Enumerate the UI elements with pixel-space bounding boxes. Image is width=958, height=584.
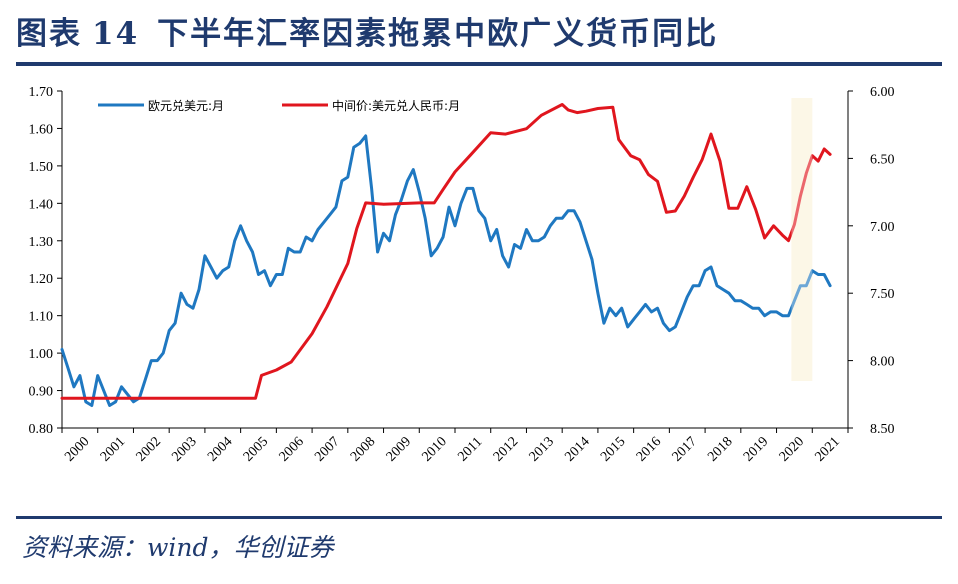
- x-axis-tick-label: 2021: [812, 434, 842, 464]
- left-axis-tick-label: 0.90: [29, 385, 54, 400]
- x-axis-tick-label: 2006: [277, 434, 307, 464]
- source-note: 资料来源：wind，华创证券: [22, 533, 334, 562]
- title-divider: [16, 62, 942, 66]
- x-axis-tick-label: 2009: [384, 434, 414, 464]
- right-axis-tick-label: 7.50: [870, 287, 895, 302]
- figure-label: 图表: [16, 16, 82, 52]
- series-layer: [60, 98, 832, 407]
- left-axis-tick-label: 1.20: [29, 272, 54, 287]
- legend-label-usdcny: 中间价:美元兑人民币:月: [332, 98, 460, 113]
- right-axis-tick-label: 6.50: [870, 152, 895, 167]
- left-axis-tick-label: 1.50: [29, 160, 54, 175]
- right-axis-tick-label: 7.00: [870, 220, 895, 235]
- right-axis-tick-label: 8.50: [870, 422, 895, 437]
- right-axis-tick-label: 6.00: [870, 85, 895, 100]
- x-axis-tick-label: 2013: [527, 434, 557, 464]
- left-axis-tick-label: 0.80: [29, 422, 54, 437]
- x-axis-tick-label: 2018: [705, 434, 735, 464]
- source-divider: [16, 516, 942, 519]
- left-axis-tick-label: 1.30: [29, 235, 54, 250]
- figure-number: 14: [92, 16, 140, 52]
- x-axis-tick-label: 2003: [169, 434, 199, 464]
- left-axis-tick-label: 1.10: [29, 310, 54, 325]
- legend: 欧元兑美元:月 中间价:美元兑人民币:月: [98, 98, 460, 113]
- figure-caption: 下半年汇率因素拖累中欧广义货币同比: [157, 16, 719, 52]
- right-axis-tick-label: 8.00: [870, 355, 895, 370]
- left-axis-tick-label: 1.00: [29, 347, 54, 362]
- left-axis-tick-label: 1.60: [29, 122, 54, 137]
- x-axis-tick-label: 2010: [419, 434, 449, 464]
- left-axis-tick-label: 1.70: [29, 85, 54, 100]
- legend-label-eurusd: 欧元兑美元:月: [148, 99, 224, 113]
- x-axis-tick-label: 2000: [62, 434, 92, 464]
- x-axis-tick-label: 2002: [134, 434, 164, 464]
- left-axis-tick-label: 1.40: [29, 197, 54, 212]
- x-axis-tick-label: 2011: [455, 435, 485, 465]
- exchange-rate-chart: 0.80 0.90 1.00 1.10 1.20 1.30 1.40 1.50 1.60 1.70…: [29, 85, 895, 465]
- x-axis-tick-label: 2016: [634, 434, 664, 464]
- x-axis-tick-label: 2008: [348, 434, 378, 464]
- highlight-overlay: [791, 98, 813, 381]
- x-axis-tick-label: 2007: [312, 434, 342, 464]
- x-axis-tick-label: 2015: [598, 434, 628, 464]
- x-axis-tick-label: 2012: [491, 434, 521, 464]
- x-axis-tick-label: 2014: [562, 434, 592, 464]
- x-axis-tick-label: 2004: [205, 434, 235, 464]
- x-axis-tick-label: 2001: [98, 434, 128, 464]
- series-line-usdcny: [60, 103, 832, 400]
- axes-layer: 0.80 0.90 1.00 1.10 1.20 1.30 1.40 1.50 1.60 1.70…: [29, 85, 895, 465]
- figure-title: 图表 14 下半年汇率因素拖累中欧广义货币同比: [16, 8, 718, 53]
- x-axis-tick-label: 2005: [241, 434, 271, 464]
- x-axis-tick-label: 2020: [777, 434, 807, 464]
- x-axis-tick-label: 2017: [670, 434, 700, 464]
- series-line-eurusd: [60, 134, 832, 407]
- x-axis-tick-label: 2019: [741, 434, 771, 464]
